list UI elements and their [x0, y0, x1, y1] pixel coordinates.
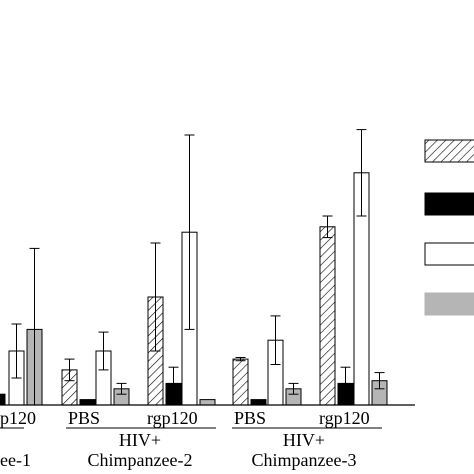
- error-bar-g3-7: [356, 129, 367, 217]
- treatment-label: p120: [0, 408, 36, 428]
- error-bar-g3-5: [322, 215, 333, 239]
- treatment-label: rgp120: [319, 408, 370, 428]
- legend-swatch-4: [424, 292, 474, 316]
- group-label-line2: Chimpanzee-2: [88, 450, 193, 470]
- error-bar-g3-1: [235, 356, 246, 362]
- error-bar-g2-4: [116, 382, 127, 395]
- bar-g3-1: [232, 358, 249, 406]
- bar-g2-2: [79, 399, 96, 406]
- error-bar-g3-8: [374, 372, 385, 390]
- error-bar-g1-2: [11, 323, 22, 379]
- bars-layer: [0, 129, 388, 406]
- legend-swatch-2: [424, 192, 474, 216]
- error-bar-g2-3: [98, 331, 109, 371]
- legend-swatch-1: [424, 139, 474, 163]
- group-label-line1: HIV+: [119, 430, 161, 450]
- error-bar-g2-6: [168, 366, 179, 401]
- error-bar-g3-6: [340, 366, 351, 401]
- legend-swatch-3: [424, 242, 474, 266]
- treatment-label: PBS: [234, 408, 266, 428]
- bar-g1-1: [0, 393, 6, 406]
- group-label-line2: ee-1: [0, 450, 31, 470]
- bar-g3-5: [319, 226, 336, 406]
- error-bar-g2-1: [64, 358, 75, 382]
- treatment-label: rgp120: [147, 408, 198, 428]
- legend: [424, 139, 474, 316]
- bar-g3-2: [250, 399, 267, 406]
- group-label-line2: Chimpanzee-3: [252, 450, 357, 470]
- error-bar-g3-4: [288, 382, 299, 395]
- group-label-line1: HIV+: [283, 430, 325, 450]
- error-bar-g2-5: [150, 242, 161, 352]
- error-bar-g3-3: [270, 315, 281, 365]
- error-bar-g2-7: [184, 134, 195, 330]
- treatment-label: PBS: [68, 408, 100, 428]
- bar-g2-8: [199, 399, 216, 406]
